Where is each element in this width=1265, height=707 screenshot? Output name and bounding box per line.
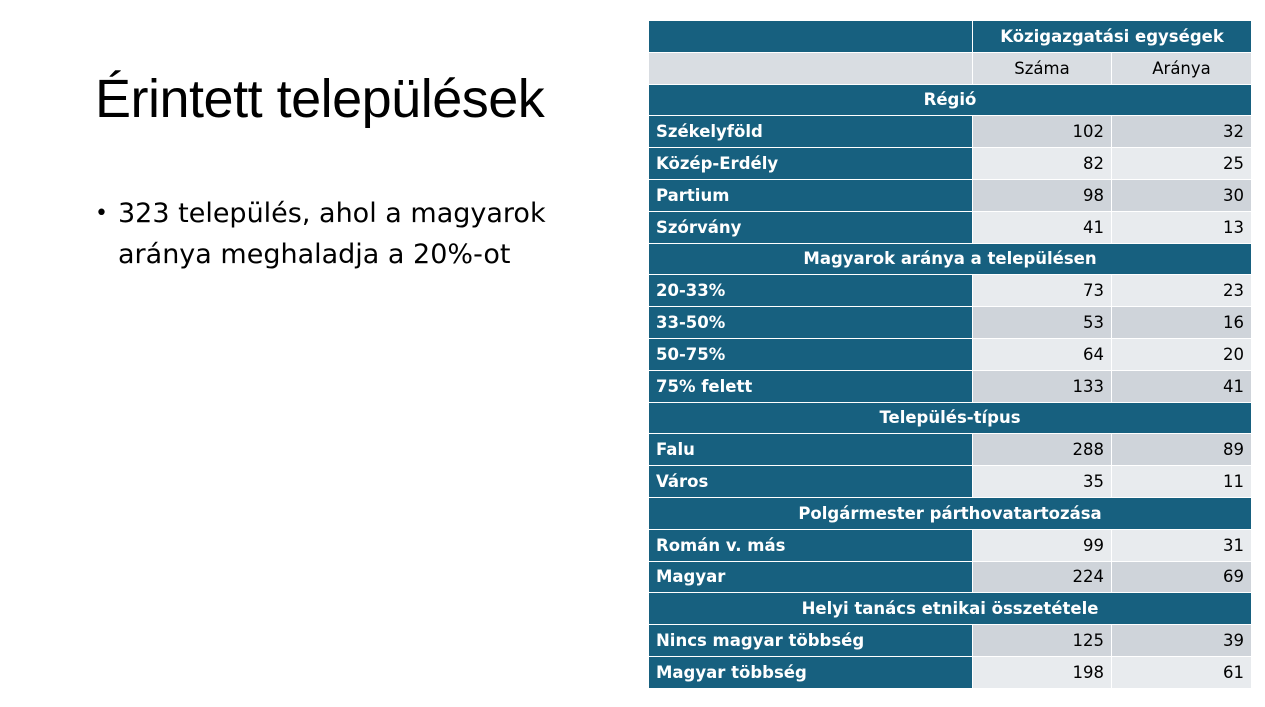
- row-count: 133: [972, 369, 1112, 403]
- row-count: 288: [972, 433, 1112, 467]
- subheader-corner-cell: [648, 51, 973, 85]
- row-share: 32: [1110, 115, 1253, 149]
- row-share: 31: [1110, 528, 1253, 562]
- row-label: Közép-Erdély: [648, 147, 973, 180]
- table-row: Partium 98 30: [648, 178, 1253, 212]
- row-share: 25: [1110, 147, 1253, 180]
- row-count: 53: [972, 306, 1112, 339]
- table-row: Nincs magyar többség 125 39: [648, 624, 1253, 657]
- row-count: 198: [972, 655, 1112, 689]
- row-label: Román v. más: [648, 528, 973, 562]
- row-share: 11: [1110, 465, 1253, 498]
- row-count: 64: [972, 337, 1112, 371]
- bullet-text: 323 település, ahol a magyarok aránya me…: [118, 198, 546, 270]
- table-row: 50-75% 64 20: [648, 337, 1253, 371]
- row-label: Falu: [648, 433, 973, 467]
- row-share: 30: [1110, 178, 1253, 212]
- group-title: Helyi tanács etnikai összetétele: [647, 592, 1253, 626]
- table-row: Közép-Erdély 82 25: [648, 147, 1253, 180]
- row-label: Nincs magyar többség: [648, 624, 973, 657]
- table-row: Szórvány 41 13: [648, 210, 1253, 244]
- table-row: Székelyföld 102 32: [648, 115, 1253, 149]
- group-title: Magyarok aránya a településen: [647, 242, 1253, 276]
- group-title: Régió: [647, 83, 1253, 117]
- row-count: 102: [972, 115, 1112, 149]
- row-label: Magyar többség: [648, 655, 973, 689]
- row-label: Szórvány: [648, 210, 973, 244]
- table-header: Közigazgatási egységek: [971, 20, 1253, 53]
- table-row: Román v. más 99 31: [648, 528, 1253, 562]
- row-count: 41: [972, 210, 1112, 244]
- row-count: 35: [972, 465, 1112, 498]
- row-count: 99: [972, 528, 1112, 562]
- row-label: Magyar: [648, 560, 973, 594]
- row-label: Város: [648, 465, 973, 498]
- row-label: Székelyföld: [648, 115, 973, 149]
- group-header-row: Polgármester párthovatartozása: [647, 496, 1253, 530]
- row-share: 89: [1110, 433, 1253, 467]
- slide-title: Érintett települések: [95, 69, 545, 129]
- group-header-row: Helyi tanács etnikai összetétele: [647, 592, 1253, 626]
- row-share: 61: [1110, 655, 1253, 689]
- group-header-row: Magyarok aránya a településen: [647, 242, 1253, 276]
- table-subheader-row: Száma Aránya: [648, 51, 1253, 85]
- row-share: 41: [1110, 369, 1253, 403]
- group-title: Polgármester párthovatartozása: [647, 496, 1253, 530]
- row-share: 16: [1110, 306, 1253, 339]
- bullet-list: • 323 település, ahol a magyarok aránya …: [95, 193, 615, 275]
- row-label: 50-75%: [648, 337, 973, 371]
- row-share: 23: [1110, 274, 1253, 308]
- bullet-item: • 323 település, ahol a magyarok aránya …: [95, 193, 615, 275]
- row-share: 69: [1110, 560, 1253, 594]
- row-label: 75% felett: [648, 369, 973, 403]
- table-header-row: Közigazgatási egységek: [648, 20, 1253, 53]
- row-label: Partium: [648, 178, 973, 212]
- row-label: 20-33%: [648, 274, 973, 308]
- header-corner-cell: [648, 20, 973, 53]
- row-count: 98: [972, 178, 1112, 212]
- group-header-row: Település-típus: [647, 401, 1253, 435]
- row-count: 224: [972, 560, 1112, 594]
- bullet-dot-icon: •: [95, 201, 108, 226]
- row-label: 33-50%: [648, 306, 973, 339]
- table-row: 75% felett 133 41: [648, 369, 1253, 403]
- row-count: 73: [972, 274, 1112, 308]
- column-header-share: Aránya: [1110, 51, 1253, 85]
- row-count: 82: [972, 147, 1112, 180]
- table-row: 33-50% 53 16: [648, 306, 1253, 339]
- row-share: 20: [1110, 337, 1253, 371]
- table-row: Magyar 224 69: [648, 560, 1253, 594]
- table-row: Magyar többség 198 61: [648, 655, 1253, 689]
- row-count: 125: [972, 624, 1112, 657]
- table-row: Város 35 11: [648, 465, 1253, 498]
- group-title: Település-típus: [647, 401, 1253, 435]
- row-share: 13: [1110, 210, 1253, 244]
- statistics-table: Közigazgatási egységek Száma Aránya Régi…: [647, 20, 1253, 689]
- row-share: 39: [1110, 624, 1253, 657]
- group-header-row: Régió: [647, 83, 1253, 117]
- table-row: Falu 288 89: [648, 433, 1253, 467]
- table-row: 20-33% 73 23: [648, 274, 1253, 308]
- column-header-count: Száma: [972, 51, 1112, 85]
